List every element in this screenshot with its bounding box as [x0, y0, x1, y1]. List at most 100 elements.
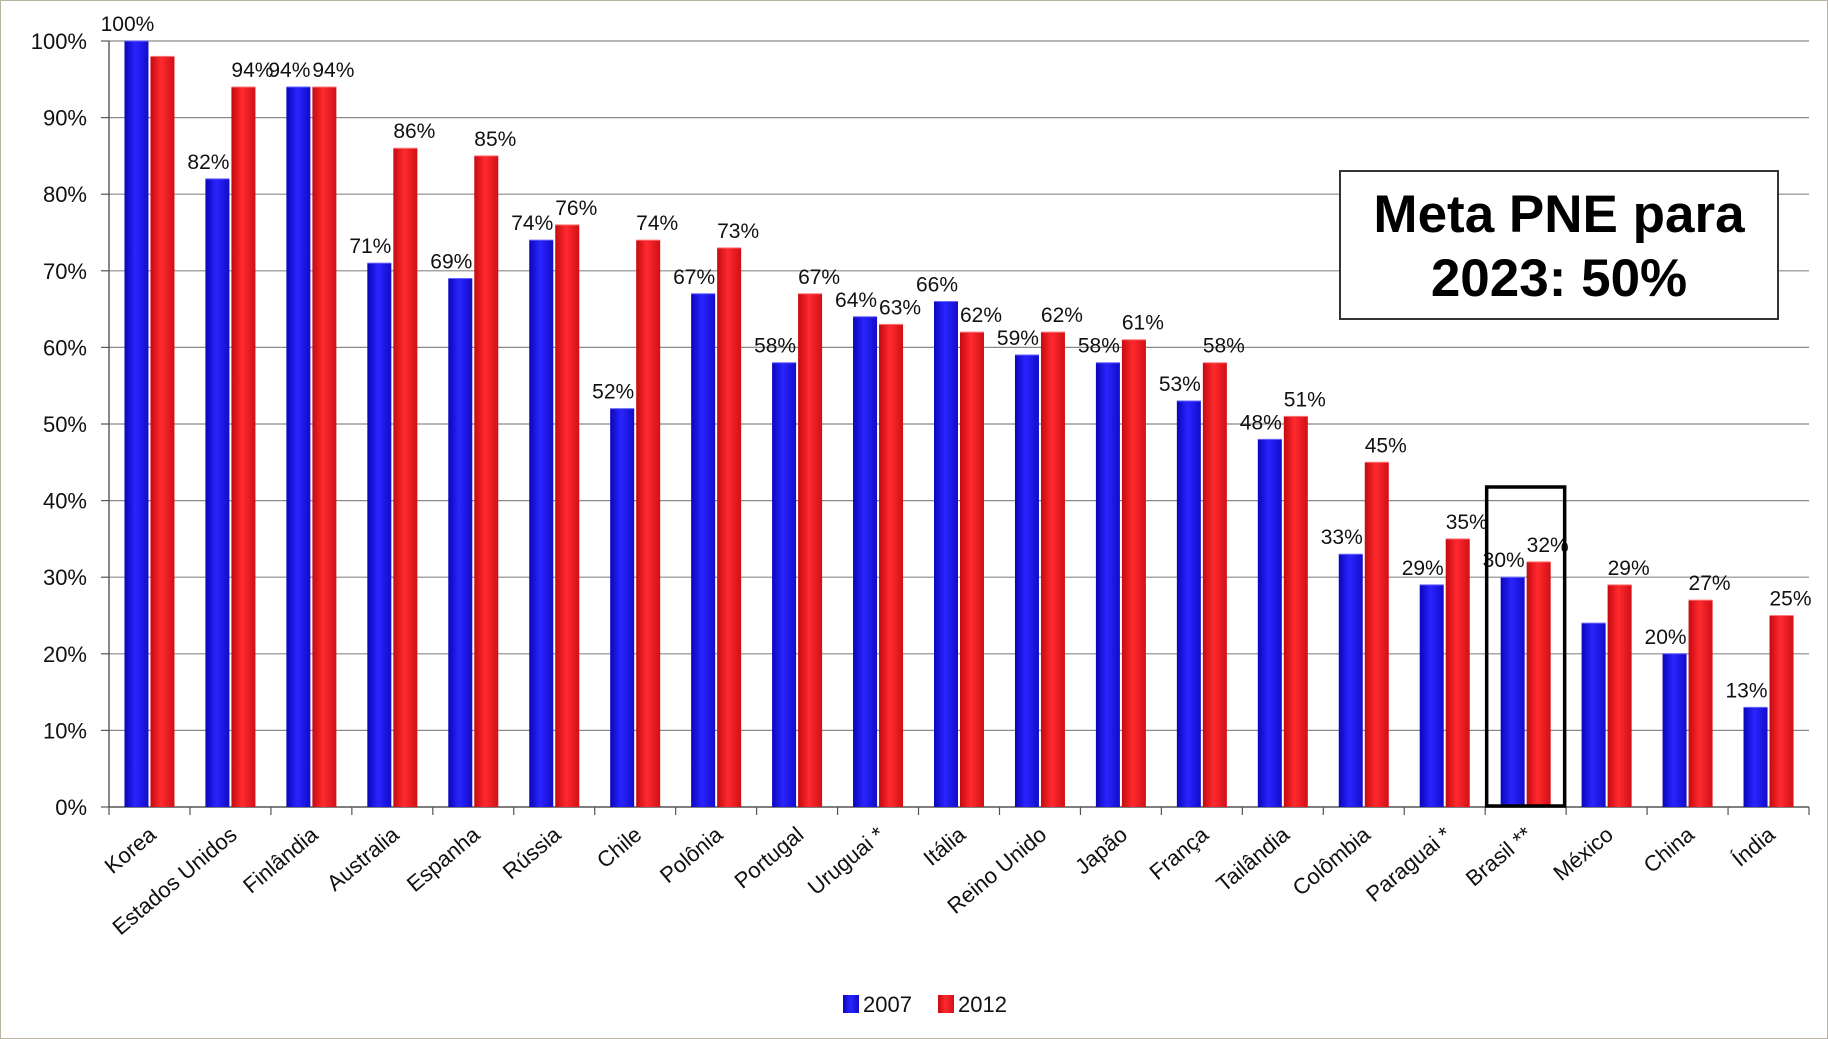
data-label: 59%: [997, 327, 1039, 350]
bar-2012: [1607, 584, 1632, 807]
bar-2007: [934, 301, 958, 807]
data-label: 53%: [1159, 373, 1201, 396]
bar-2012: [1121, 339, 1146, 807]
bars: [124, 40, 1794, 808]
data-label: 94%: [231, 59, 273, 82]
highlight-box-layer: [1484, 485, 1567, 808]
x-category-label: Espanha: [402, 821, 485, 896]
data-label: 73%: [717, 220, 759, 243]
x-category-label: Itália: [919, 821, 971, 871]
data-label: 67%: [673, 266, 715, 289]
x-category-label: México: [1548, 822, 1617, 886]
data-label: 100%: [101, 13, 155, 36]
data-label: 74%: [636, 212, 678, 235]
data-label: 94%: [268, 59, 310, 82]
data-label: 85%: [474, 128, 516, 151]
bar-2007: [529, 240, 554, 807]
y-tick-label: 0%: [55, 795, 87, 820]
data-label: 94%: [312, 59, 354, 82]
y-tick-label: 80%: [43, 182, 87, 207]
bar-2012: [879, 324, 904, 807]
bar-2007: [205, 178, 230, 807]
bar-2012: [1526, 561, 1551, 807]
x-category-label: Tailândia: [1211, 821, 1294, 896]
bar-2012: [717, 247, 742, 807]
data-label: 74%: [511, 212, 553, 235]
y-tick-label: 70%: [43, 259, 87, 284]
bar-2012: [960, 332, 984, 807]
bar-2007: [1257, 439, 1282, 807]
y-tick-label: 60%: [43, 335, 87, 360]
bar-2007: [1500, 577, 1525, 807]
x-category-label: Paraguai *: [1361, 821, 1456, 906]
data-label: 71%: [349, 235, 391, 258]
data-label: 32%: [1527, 534, 1569, 557]
y-tick-label: 50%: [43, 412, 87, 437]
data-label: 69%: [430, 250, 472, 273]
bar-2007: [1662, 653, 1687, 807]
x-category-label: Chile: [592, 822, 646, 873]
legend-label-2012: 2012: [958, 992, 1007, 1017]
x-category-label: Korea: [100, 821, 162, 878]
annotation-box: Meta PNE para 2023: 50%: [1339, 170, 1779, 320]
data-label: 82%: [187, 151, 229, 174]
y-tick-label: 20%: [43, 642, 87, 667]
data-label: 29%: [1608, 557, 1650, 580]
annotation-line-1: Meta PNE para: [1373, 185, 1745, 244]
data-label: 27%: [1689, 572, 1731, 595]
x-category-label: Polônia: [655, 821, 728, 888]
bar-2012: [1202, 362, 1227, 807]
x-category-label: Portugal: [729, 822, 808, 894]
bar-2012: [1283, 416, 1308, 807]
bar-2012: [798, 293, 823, 807]
data-label: 45%: [1365, 434, 1407, 457]
y-tick-label: 10%: [43, 718, 87, 743]
data-label: 62%: [1041, 304, 1083, 327]
legend-label-2007: 2007: [863, 992, 912, 1017]
data-label: 61%: [1122, 312, 1164, 335]
bar-2007: [691, 293, 716, 807]
x-category-label: Uruguai *: [803, 821, 890, 899]
y-tick-label: 90%: [43, 106, 87, 131]
bar-2012: [1364, 462, 1389, 807]
data-label: 20%: [1645, 626, 1687, 649]
data-label: 62%: [960, 304, 1002, 327]
data-label: 13%: [1726, 679, 1768, 702]
bar-2007: [1419, 584, 1444, 807]
bar-2007: [772, 362, 797, 807]
data-labels: 100%82%94%94% 94%71%86%69%85%74%76%52%74%…: [101, 13, 1812, 702]
y-tick-label: 100%: [31, 29, 87, 54]
y-tick-label: 40%: [43, 489, 87, 514]
x-category-label: China: [1639, 821, 1700, 878]
bar-2007: [286, 86, 311, 807]
x-category-label: Japão: [1070, 822, 1132, 880]
data-label: 58%: [1078, 335, 1120, 358]
bar-2007: [367, 263, 392, 807]
bar-2007: [853, 316, 878, 807]
x-category-label: Índia: [1727, 821, 1780, 871]
bar-2012: [1445, 538, 1470, 807]
bar-2007: [1743, 707, 1768, 807]
bar-2012: [1040, 332, 1065, 807]
bar-2012: [393, 148, 418, 808]
data-label: 66%: [916, 273, 958, 296]
gridlines: [101, 40, 1810, 815]
data-label: 30%: [1483, 549, 1525, 572]
bar-2007: [1014, 355, 1039, 807]
x-category-label: Australia: [322, 821, 404, 896]
bar-2007: [124, 41, 149, 807]
data-label: 51%: [1284, 388, 1326, 411]
annotation-border: [1339, 170, 1779, 320]
legend-swatch-2012: [938, 995, 954, 1013]
data-label: 76%: [555, 197, 597, 220]
data-label: 35%: [1446, 511, 1488, 534]
x-category-label: França: [1145, 821, 1214, 885]
data-label: 58%: [1203, 335, 1245, 358]
bar-2007: [448, 278, 473, 808]
legend-swatch-2007: [843, 995, 859, 1013]
bar-2007: [610, 408, 635, 807]
x-category-label: Rússia: [498, 821, 566, 884]
